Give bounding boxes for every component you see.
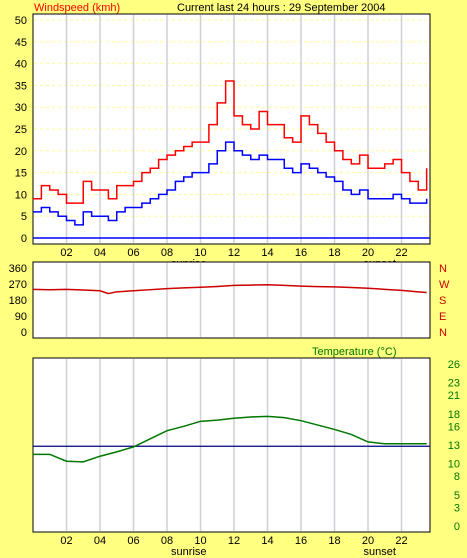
wind-x-tick-label: 20 <box>362 247 374 259</box>
gust-series-line <box>33 80 428 204</box>
temperature-y-tick-label: 21 <box>448 390 460 402</box>
wind-x-tick-label: 16 <box>295 247 307 259</box>
wind-x-tick-label: 22 <box>395 247 407 259</box>
temperature-y-tick-label: 26 <box>448 359 460 371</box>
temperature-x-tick-label: 02 <box>60 535 72 547</box>
direction-y-tick-label: 180 <box>9 295 27 307</box>
temperature-y-tick-label: 3 <box>454 502 460 514</box>
temperature-x-tick-label: 22 <box>395 535 407 547</box>
wind-x-tick-label: 12 <box>228 247 240 259</box>
temperature-sunset-label: sunset <box>364 546 396 558</box>
wind-x-tick-label: 04 <box>94 247 106 259</box>
direction-compass-label: S <box>439 295 446 307</box>
wind-y-tick-label: 10 <box>15 189 27 201</box>
temperature-y-tick-label: 0 <box>454 521 460 533</box>
temperature-y-tick-label: 5 <box>454 490 460 502</box>
wind-y-tick-label: 20 <box>15 146 27 158</box>
direction-y-tick-label: 360 <box>9 263 27 275</box>
wind-y-tick-label: 0 <box>21 233 27 245</box>
temperature-y-tick-label: 23 <box>448 378 460 390</box>
direction-compass-label: E <box>439 311 446 323</box>
direction-compass-label: N <box>439 263 447 275</box>
chart-title: Current last 24 hours : 29 September 200… <box>177 2 386 14</box>
wind-x-tick-label: 08 <box>161 247 173 259</box>
temperature-y-tick-label: 18 <box>448 409 460 421</box>
windspeed-label: Windspeed (kmh) <box>34 2 120 14</box>
temperature-y-tick-label: 16 <box>448 421 460 433</box>
wind-y-tick-label: 25 <box>15 124 27 136</box>
wind-y-tick-label: 30 <box>15 102 27 114</box>
direction-series-line <box>32 283 427 295</box>
temperature-x-tick-label: 18 <box>328 535 340 547</box>
temperature-series-line <box>33 415 427 463</box>
direction-y-tick-label: 270 <box>9 279 27 291</box>
direction-compass-label: W <box>439 279 450 291</box>
temperature-label: Temperature (°C) <box>312 346 396 358</box>
temperature-x-tick-label: 10 <box>194 535 206 547</box>
wind-plot-area <box>32 13 431 245</box>
wind-y-tick-label: 40 <box>15 59 27 71</box>
temperature-x-tick-label: 06 <box>127 535 139 547</box>
temperature-x-tick-label: 04 <box>94 535 106 547</box>
temperature-y-tick-label: 10 <box>448 459 460 471</box>
direction-plot-area <box>32 261 431 339</box>
temperature-x-tick-label: 20 <box>362 535 374 547</box>
direction-compass-label: N <box>439 327 447 339</box>
wind-y-tick-label: 15 <box>15 168 27 180</box>
wind-y-tick-label: 50 <box>15 15 27 27</box>
wind-x-tick-label: 18 <box>328 247 340 259</box>
wind-y-tick-label: 35 <box>15 80 27 92</box>
temperature-sunrise-label: sunrise <box>171 546 206 558</box>
average-series-line <box>33 141 428 226</box>
temperature-x-tick-label: 16 <box>295 535 307 547</box>
wind-x-tick-label: 10 <box>194 247 206 259</box>
temperature-y-tick-label: 8 <box>454 471 460 483</box>
wind-y-tick-label: 5 <box>21 211 27 223</box>
wind-x-tick-label: 14 <box>261 247 273 259</box>
temperature-x-tick-label: 14 <box>261 535 273 547</box>
temperature-y-tick-label: 13 <box>448 440 460 452</box>
wind-y-tick-label: 45 <box>15 37 27 49</box>
temperature-x-tick-label: 12 <box>228 535 240 547</box>
temperature-plot-area <box>32 357 431 533</box>
temperature-x-tick-label: 08 <box>161 535 173 547</box>
direction-y-tick-label: 0 <box>21 327 27 339</box>
wind-x-tick-label: 02 <box>60 247 72 259</box>
wind-x-tick-label: 06 <box>127 247 139 259</box>
direction-y-tick-label: 90 <box>15 311 27 323</box>
